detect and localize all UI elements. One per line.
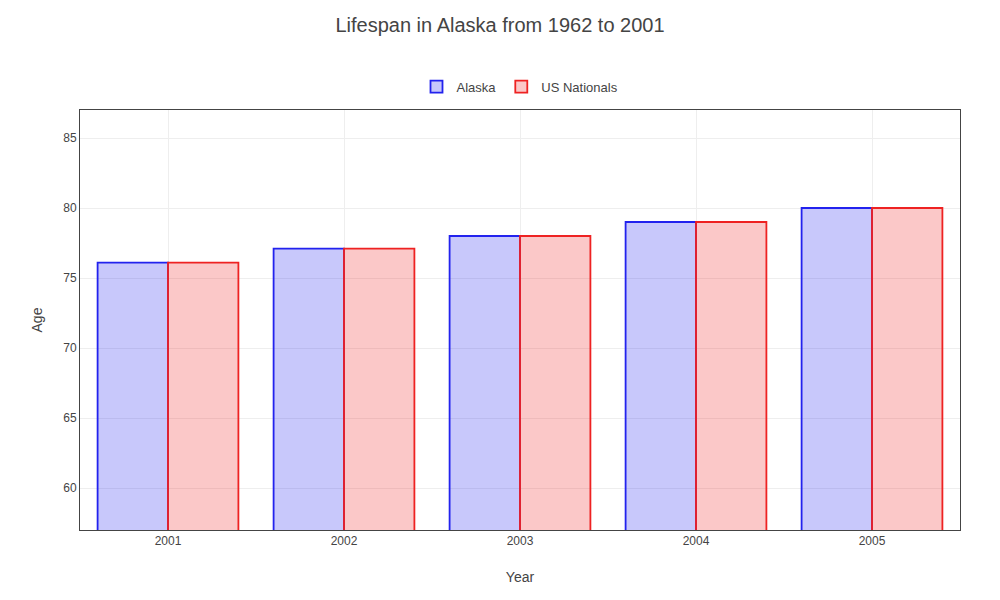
svg-text:2002: 2002	[331, 534, 358, 548]
svg-text:2005: 2005	[859, 534, 886, 548]
svg-text:80: 80	[63, 201, 77, 215]
svg-text:Lifespan in Alaska from 1962 t: Lifespan in Alaska from 1962 to 2001	[335, 14, 664, 36]
svg-text:Age: Age	[29, 307, 45, 332]
svg-text:Year: Year	[506, 569, 535, 585]
svg-text:2003: 2003	[507, 534, 534, 548]
svg-text:85: 85	[63, 131, 77, 145]
svg-text:Alaska: Alaska	[457, 80, 497, 95]
svg-text:2001: 2001	[155, 534, 182, 548]
svg-text:60: 60	[63, 481, 77, 495]
svg-text:US Nationals: US Nationals	[541, 80, 617, 95]
svg-text:75: 75	[63, 271, 77, 285]
svg-text:70: 70	[63, 341, 77, 355]
svg-text:2004: 2004	[683, 534, 710, 548]
svg-text:65: 65	[63, 411, 77, 425]
